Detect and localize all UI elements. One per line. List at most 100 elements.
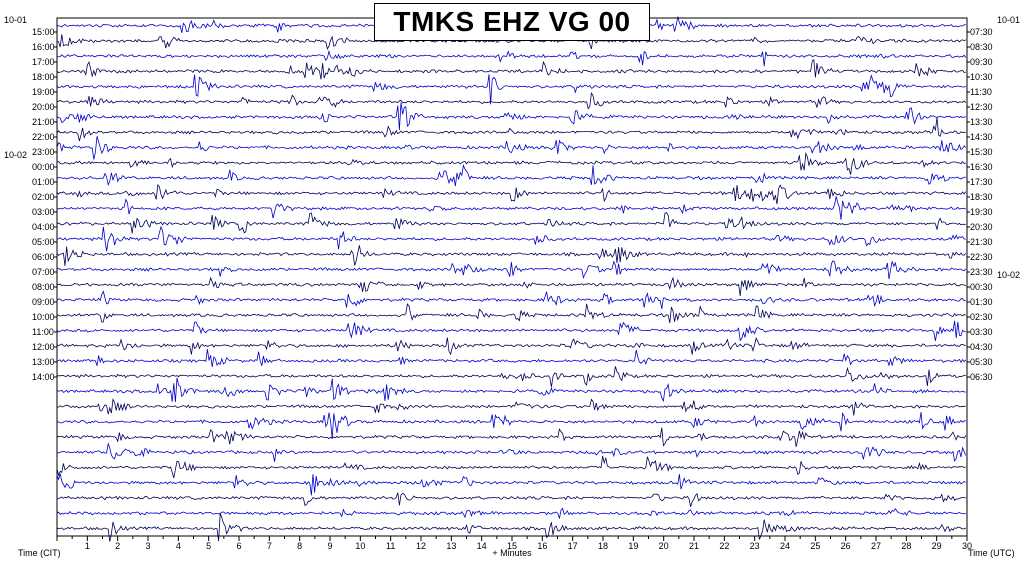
x-tick-label: 6 — [236, 541, 241, 551]
right-time-label: 12:30 — [970, 102, 993, 112]
trace-line — [56, 507, 966, 519]
right-time-label: 17:30 — [970, 177, 993, 187]
left-time-label: 07:00 — [32, 267, 55, 277]
right-time-label: 14:30 — [970, 132, 993, 142]
plot-border — [56, 17, 968, 537]
right-time-label: 19:30 — [970, 207, 993, 217]
trace-line — [56, 34, 966, 51]
x-tick-label: 9 — [327, 541, 332, 551]
left-date-label: 10-01 — [4, 15, 27, 25]
chart-title: TMKS EHZ VG 00 — [374, 3, 650, 41]
left-time-label: 20:00 — [32, 102, 55, 112]
left-time-label: 01:00 — [32, 177, 55, 187]
right-time-label: 23:30 — [970, 267, 993, 277]
x-tick-label: 27 — [871, 541, 881, 551]
left-time-label: 13:00 — [32, 357, 55, 367]
right-date-label: 10-02 — [997, 270, 1020, 280]
right-time-label: 20:30 — [970, 222, 993, 232]
trace-line — [56, 290, 966, 309]
left-time-label: 17:00 — [32, 57, 55, 67]
left-time-label: 11:00 — [32, 327, 54, 337]
right-time-label: 22:30 — [970, 252, 993, 262]
left-time-label: 09:00 — [32, 297, 55, 307]
right-time-label: 05:30 — [970, 357, 993, 367]
trace-line — [56, 91, 967, 110]
right-date-label: 10-01 — [997, 15, 1020, 25]
trace-line — [56, 163, 966, 187]
x-tick-label: 17 — [568, 541, 578, 551]
trace-line — [56, 411, 966, 439]
trace-line — [56, 102, 966, 131]
right-time-label: 01:30 — [970, 297, 993, 307]
left-time-label: 00:00 — [32, 162, 55, 172]
trace-line — [56, 260, 967, 280]
right-time-label: 13:30 — [970, 117, 993, 127]
x-tick-label: 23 — [750, 541, 760, 551]
left-time-label: 14:00 — [32, 372, 55, 382]
left-time-labels: 15:00 16:00 17:00 18:00 19:00 20:00 21:00 22:00… — [4, 15, 57, 382]
trace-line — [56, 245, 967, 266]
left-time-label: 16:00 — [32, 42, 55, 52]
left-time-label: 03:00 — [32, 207, 55, 217]
x-tick-label: 29 — [932, 541, 942, 551]
left-time-label: 04:00 — [32, 222, 55, 232]
x-tick-label: 12 — [416, 541, 426, 551]
left-time-label: 05:00 — [32, 237, 55, 247]
x-tick-label: 8 — [297, 541, 302, 551]
left-time-label: 22:00 — [32, 132, 55, 142]
right-time-label: 16:30 — [970, 162, 993, 172]
trace-line — [57, 366, 966, 388]
trace-line — [56, 225, 966, 252]
right-time-label: 09:30 — [970, 57, 993, 67]
right-time-label: 08:30 — [970, 42, 993, 52]
right-time-label: 06:30 — [970, 372, 993, 382]
trace-line — [56, 184, 967, 205]
x-tick-label: 24 — [780, 541, 790, 551]
trace-line — [56, 59, 966, 80]
trace-line — [56, 49, 967, 67]
x-tick-label: 4 — [176, 541, 181, 551]
left-time-label: 08:00 — [32, 282, 55, 292]
trace-line — [56, 398, 966, 416]
left-time-label: 21:00 — [32, 117, 55, 127]
seismic-traces — [56, 16, 967, 542]
trace-line — [56, 442, 967, 463]
right-time-label: 11:30 — [970, 87, 992, 97]
trace-line — [56, 337, 966, 356]
left-date-label: 10-02 — [4, 150, 27, 160]
right-time-label: 02:30 — [970, 312, 993, 322]
x-tick-label: 28 — [901, 541, 911, 551]
x-tick-label: 1 — [85, 541, 90, 551]
right-time-label: 00:30 — [970, 282, 993, 292]
x-tick-label: 21 — [689, 541, 699, 551]
trace-line — [56, 303, 966, 323]
trace-line — [56, 377, 966, 403]
x-tick-label: 25 — [810, 541, 820, 551]
left-time-label: 10:00 — [32, 312, 55, 322]
left-time-label: 02:00 — [32, 192, 55, 202]
trace-line — [56, 276, 967, 297]
x-tick-label: 26 — [841, 541, 851, 551]
x-tick-label: 16 — [537, 541, 547, 551]
right-time-label: 03:30 — [970, 327, 993, 337]
x-tick-label: 14 — [477, 541, 487, 551]
x-tick-label: 19 — [628, 541, 638, 551]
right-time-labels: 07:30 08:30 09:30 10:30 11:30 12:30 13:30 14:30… — [967, 15, 1020, 382]
minutes-axis: 1 2 3 4 5 6 7 8 9 10 11 12 13 14 15 16 17 18 19 20 21 22 23 24 2… — [56, 536, 972, 551]
trace-line — [56, 320, 966, 342]
x-tick-label: 3 — [145, 541, 150, 551]
x-tick-label: 5 — [206, 541, 211, 551]
right-time-label: 18:30 — [970, 192, 993, 202]
trace-line — [56, 117, 966, 142]
left-time-label: 23:00 — [32, 147, 55, 157]
trace-line — [56, 492, 966, 507]
x-axis-label: + Minutes — [492, 548, 532, 558]
left-time-label: 19:00 — [32, 87, 55, 97]
right-time-label: 15:30 — [970, 147, 993, 157]
right-time-label: 04:30 — [970, 342, 993, 352]
left-time-label: 12:00 — [32, 342, 55, 352]
x-tick-label: 13 — [446, 541, 456, 551]
x-tick-label: 20 — [659, 541, 669, 551]
x-tick-label: 11 — [386, 541, 395, 551]
x-tick-label: 2 — [115, 541, 120, 551]
